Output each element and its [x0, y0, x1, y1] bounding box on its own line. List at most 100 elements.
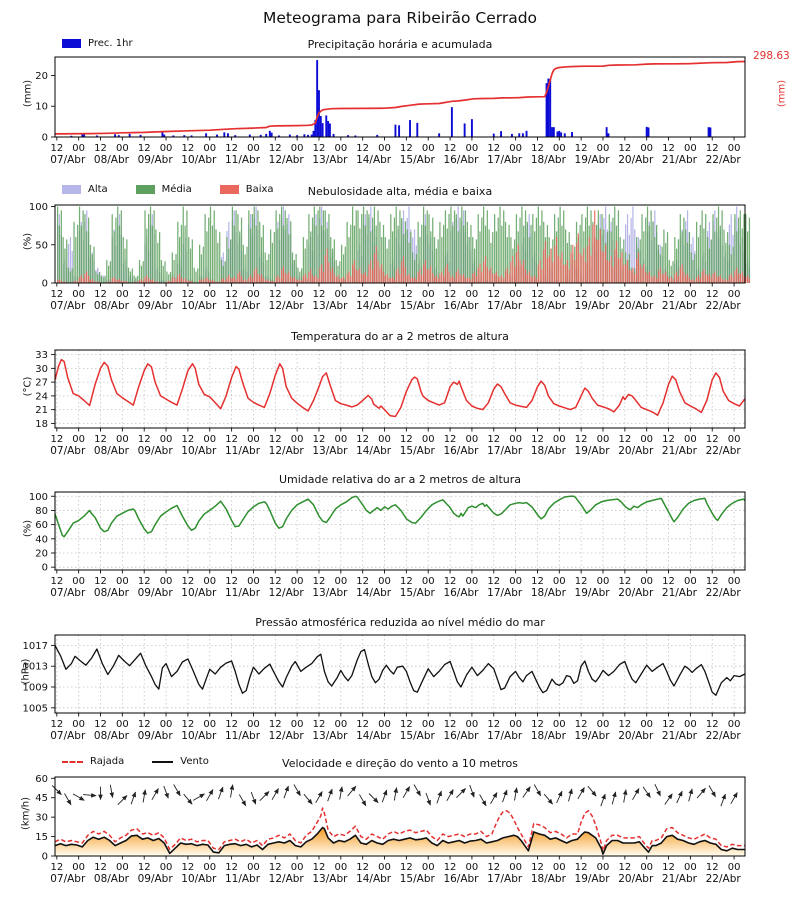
svg-text:16/Abr: 16/Abr — [443, 300, 479, 312]
svg-text:00: 00 — [728, 289, 741, 300]
svg-text:12: 12 — [706, 576, 719, 587]
svg-text:12: 12 — [575, 719, 588, 730]
svg-text:12: 12 — [356, 434, 369, 445]
svg-text:00: 00 — [160, 143, 173, 154]
svg-text:13/Abr: 13/Abr — [312, 300, 348, 312]
svg-text:12/Abr: 12/Abr — [269, 587, 305, 599]
svg-text:0: 0 — [42, 279, 48, 290]
svg-text:60: 60 — [35, 520, 48, 531]
wind-direction-arrows — [51, 784, 738, 807]
svg-text:19/Abr: 19/Abr — [575, 445, 611, 457]
svg-text:21/Abr: 21/Abr — [662, 730, 698, 742]
svg-text:12: 12 — [400, 143, 413, 154]
svg-text:12: 12 — [138, 289, 151, 300]
svg-text:10/Abr: 10/Abr — [181, 587, 217, 599]
svg-text:00: 00 — [422, 289, 435, 300]
svg-text:00: 00 — [466, 862, 479, 873]
svg-text:11/Abr: 11/Abr — [225, 445, 261, 457]
svg-text:16/Abr: 16/Abr — [443, 445, 479, 457]
svg-text:00: 00 — [116, 434, 129, 445]
svg-text:00: 00 — [597, 862, 610, 873]
svg-text:12: 12 — [618, 576, 631, 587]
svg-text:18/Abr: 18/Abr — [531, 445, 567, 457]
svg-text:45: 45 — [35, 793, 48, 804]
svg-text:15/Abr: 15/Abr — [400, 154, 436, 166]
svg-text:09/Abr: 09/Abr — [138, 300, 174, 312]
svg-text:12: 12 — [225, 289, 238, 300]
svg-text:00: 00 — [72, 289, 85, 300]
svg-text:12: 12 — [138, 576, 151, 587]
svg-text:21/Abr: 21/Abr — [662, 445, 698, 457]
svg-text:12: 12 — [487, 719, 500, 730]
svg-text:12: 12 — [531, 576, 544, 587]
svg-text:00: 00 — [72, 719, 85, 730]
svg-text:30: 30 — [35, 364, 48, 375]
svg-text:12: 12 — [444, 862, 457, 873]
svg-text:00: 00 — [684, 289, 697, 300]
svg-text:12: 12 — [706, 289, 719, 300]
svg-text:10/Abr: 10/Abr — [181, 300, 217, 312]
svg-text:18/Abr: 18/Abr — [531, 300, 567, 312]
svg-text:08/Abr: 08/Abr — [94, 730, 130, 742]
legend-item-baixa: Baixa — [219, 184, 274, 195]
svg-text:17/Abr: 17/Abr — [487, 445, 523, 457]
svg-text:08/Abr: 08/Abr — [94, 154, 130, 166]
svg-text:12/Abr: 12/Abr — [269, 873, 305, 885]
svg-text:11/Abr: 11/Abr — [225, 154, 261, 166]
svg-text:15: 15 — [35, 832, 48, 843]
svg-text:12: 12 — [313, 143, 326, 154]
legend-label-vento: Vento — [180, 756, 209, 767]
svg-text:12: 12 — [356, 576, 369, 587]
svg-text:00: 00 — [291, 434, 304, 445]
svg-text:12: 12 — [531, 434, 544, 445]
svg-text:12: 12 — [444, 434, 457, 445]
svg-text:13/Abr: 13/Abr — [312, 587, 348, 599]
svg-text:00: 00 — [466, 719, 479, 730]
svg-text:15/Abr: 15/Abr — [400, 445, 436, 457]
svg-text:21: 21 — [35, 405, 48, 416]
svg-text:17/Abr: 17/Abr — [487, 300, 523, 312]
svg-text:00: 00 — [597, 576, 610, 587]
temperature-panel: 18 21 24 27 30 33 12 00 12 00 12 00 12 00 12 00 12 00 12 00… — [35, 349, 746, 457]
svg-text:12: 12 — [313, 862, 326, 873]
svg-text:12: 12 — [706, 434, 719, 445]
svg-text:09/Abr: 09/Abr — [138, 873, 174, 885]
vento-line — [54, 826, 745, 855]
svg-text:17/Abr: 17/Abr — [487, 587, 523, 599]
svg-text:12: 12 — [313, 576, 326, 587]
svg-text:12: 12 — [313, 289, 326, 300]
svg-text:12: 12 — [400, 719, 413, 730]
svg-text:00: 00 — [378, 719, 391, 730]
svg-text:00: 00 — [334, 719, 347, 730]
svg-text:11/Abr: 11/Abr — [225, 873, 261, 885]
svg-text:00: 00 — [247, 719, 260, 730]
pressure-line — [54, 645, 746, 696]
svg-text:16/Abr: 16/Abr — [443, 154, 479, 166]
svg-text:12: 12 — [50, 862, 63, 873]
svg-text:12: 12 — [531, 719, 544, 730]
svg-text:12: 12 — [444, 576, 457, 587]
svg-text:00: 00 — [160, 576, 173, 587]
svg-text:30: 30 — [35, 813, 48, 824]
svg-text:12: 12 — [50, 143, 63, 154]
svg-text:14/Abr: 14/Abr — [356, 445, 392, 457]
svg-text:12: 12 — [269, 434, 282, 445]
svg-text:20/Abr: 20/Abr — [618, 300, 654, 312]
svg-text:08/Abr: 08/Abr — [94, 445, 130, 457]
cumulative-total-annotation: 298.63 — [753, 50, 790, 62]
svg-text:12: 12 — [225, 143, 238, 154]
svg-text:12: 12 — [225, 719, 238, 730]
svg-text:12: 12 — [182, 434, 195, 445]
svg-text:00: 00 — [466, 289, 479, 300]
svg-text:18/Abr: 18/Abr — [531, 587, 567, 599]
svg-text:00: 00 — [640, 862, 653, 873]
svg-text:12: 12 — [400, 434, 413, 445]
svg-text:12/Abr: 12/Abr — [269, 730, 305, 742]
pressure-panel: 1005 1009 1013 1017 12 00 12 00 12 00 12 00 12 00 12 00… — [23, 634, 746, 742]
svg-text:00: 00 — [422, 862, 435, 873]
svg-text:12/Abr: 12/Abr — [269, 445, 305, 457]
svg-text:00: 00 — [684, 576, 697, 587]
svg-text:00: 00 — [597, 143, 610, 154]
